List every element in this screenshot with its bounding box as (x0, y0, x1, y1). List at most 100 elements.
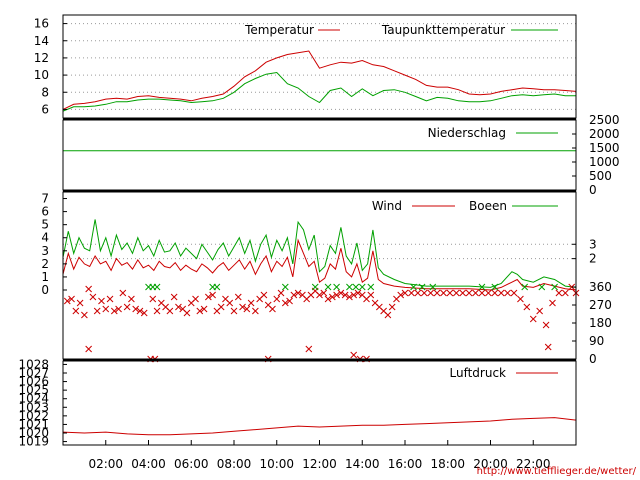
wind-direction-point (420, 289, 428, 297)
wind-direction-point (504, 289, 511, 297)
wind-direction-point (418, 283, 426, 291)
y-tick-label: 6 (41, 102, 49, 116)
wind-direction-point (123, 303, 131, 311)
y-tick-label: 270 (589, 298, 612, 312)
wind-direction-point (305, 345, 313, 353)
wind-direction-point (510, 289, 518, 297)
y-tick-label: 180 (589, 316, 612, 330)
y-tick-label: 2 (41, 257, 49, 271)
wind-direction-point (281, 283, 289, 291)
grid-layer (63, 23, 576, 260)
y-tick-label: 4 (41, 231, 49, 245)
wind-direction-point (192, 295, 199, 303)
wind-direction-point (529, 315, 537, 323)
legend-label: Niederschlag (428, 126, 506, 140)
wind-direction-point (243, 305, 251, 313)
y-tick-label: 8 (41, 85, 49, 99)
wind-direction-point (252, 307, 259, 315)
y-tick-label: 1021 (18, 417, 49, 431)
wind-direction-point (226, 299, 234, 307)
wind-direction-point (183, 309, 191, 317)
x-tick-label: 10:00 (259, 457, 294, 471)
y-tick-label: 360 (589, 280, 612, 294)
y-tick-label: 0 (41, 283, 49, 297)
wind-direction-point (200, 305, 208, 313)
wind-direction-point (196, 307, 204, 315)
wind-direction-point (401, 289, 409, 297)
wind-direction-point (320, 289, 328, 297)
wind-direction-point (63, 297, 71, 305)
wind-direction-point (478, 283, 486, 291)
y-tick-label: 1500 (589, 141, 620, 155)
wind-direction-point (429, 283, 437, 291)
y-tick-label: 5 (41, 218, 49, 232)
wind-direction-point (459, 289, 467, 297)
y-tick-label: 0 (589, 352, 597, 366)
wind-direction-point (260, 291, 268, 299)
wind-direction-point (328, 293, 336, 301)
wind-direction-point (119, 289, 127, 297)
wind-direction-point (81, 311, 88, 319)
wind-direction-point (166, 307, 174, 315)
wind-direction-point (388, 303, 396, 311)
x-tick-label: 04:00 (131, 457, 166, 471)
wind-direction-point (538, 283, 546, 291)
wind-direction-point (175, 303, 182, 311)
luftdruck-line (62, 417, 577, 436)
wind-direction-point (136, 307, 144, 315)
right-tick-label: 3 (589, 237, 597, 251)
wind-direction-point (324, 283, 332, 291)
wind-direction-point (106, 295, 114, 303)
wind-direction-point (316, 291, 323, 299)
boeen-line (62, 219, 577, 288)
x-tick-label: 02:00 (88, 457, 123, 471)
wind-direction-point (324, 295, 332, 303)
series-layer (62, 50, 580, 436)
x-tick-label: 08:00 (217, 457, 252, 471)
wind-direction-point (128, 295, 135, 303)
wind-direction-point (433, 289, 441, 297)
wind-direction-point (209, 291, 216, 299)
wind-direction-point (153, 307, 161, 315)
wind-direction-point (89, 293, 97, 301)
wind-direction-point (132, 305, 140, 313)
x-tick-label: 12:00 (302, 457, 337, 471)
source-url: http://www.tiefflieger.de/wetter/ (477, 466, 637, 477)
x-tick-label: 20:00 (473, 457, 508, 471)
wind-direction-point (517, 295, 524, 303)
wind-direction-point (68, 295, 75, 303)
wind-direction-point (446, 289, 454, 297)
y-tick-label: 1000 (589, 155, 620, 169)
y-tick-label: 6 (41, 205, 49, 219)
y-tick-label: 12 (34, 51, 49, 65)
wind-direction-point (230, 307, 238, 315)
wind-direction-point (85, 345, 93, 353)
wind-direction-point (536, 307, 544, 315)
wind-direction-point (408, 289, 415, 297)
x-tick-label: 22:00 (516, 457, 551, 471)
y-tick-label: 2500 (589, 113, 620, 127)
y-tick-label: 1022 (18, 409, 49, 423)
tick-layer: 02:00 04:00 06:00 08:00 10:00 12:00 14:00 16:00… (18, 17, 619, 471)
wind-direction-point (217, 303, 225, 311)
wind-direction-point (561, 289, 569, 297)
wind-line (62, 238, 577, 291)
wind-direction-point (367, 283, 375, 291)
legend-label: Taupunkttemperatur (381, 23, 505, 37)
x-tick-label: 14:00 (345, 457, 380, 471)
wind-direction-point (346, 283, 353, 291)
wind-direction-point (234, 293, 242, 301)
y-tick-label: 14 (34, 34, 49, 48)
y-tick-label: 7 (41, 192, 49, 206)
right-tick-label: 2 (589, 252, 597, 266)
wind-direction-point (549, 299, 556, 307)
taupunkttemperatur-line (62, 71, 576, 112)
wind-direction-point (427, 289, 435, 297)
y-tick-label: 1019 (18, 435, 49, 449)
wind-direction-point (358, 283, 366, 291)
wind-direction-point (341, 291, 349, 299)
wind-direction-point (269, 305, 276, 313)
y-tick-label: 1020 (18, 426, 49, 440)
legend-label: Wind (372, 199, 402, 213)
y-tick-label: 1 (41, 270, 49, 284)
